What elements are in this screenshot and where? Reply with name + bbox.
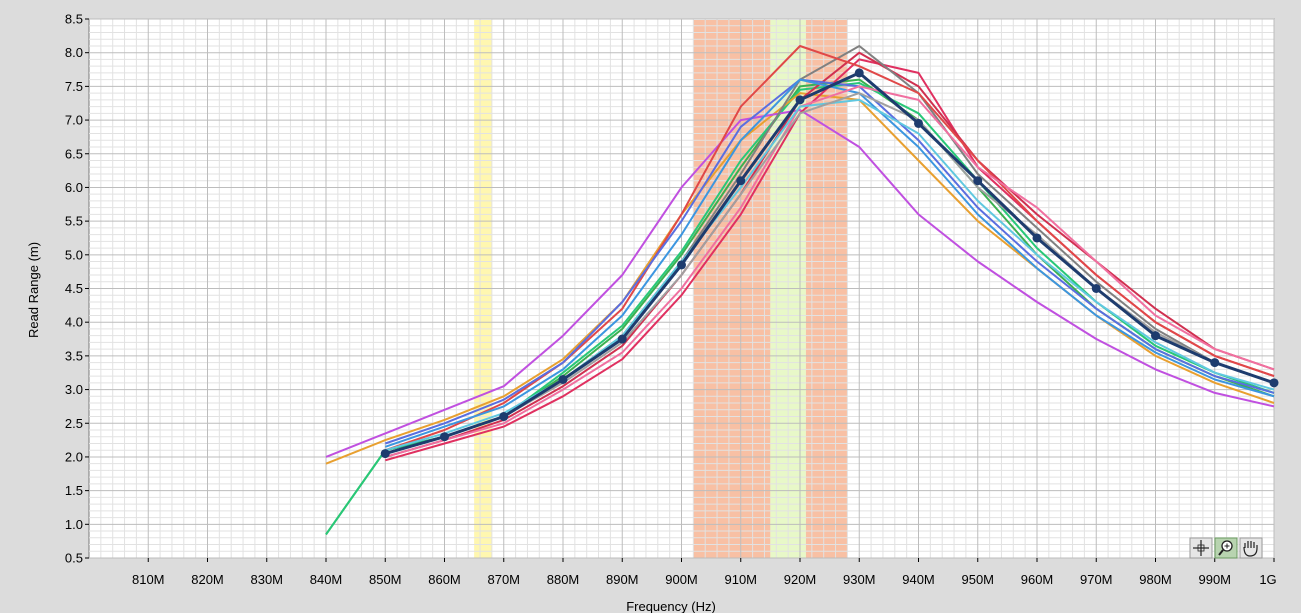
y-tick-label: 0.5 — [65, 551, 83, 566]
series-line-8 — [384, 78, 1275, 445]
x-tick-label: 910M — [724, 572, 757, 587]
y-tick-label: 1.0 — [65, 517, 83, 532]
major-grid — [89, 18, 1275, 559]
x-tick-label: 1G — [1259, 572, 1276, 587]
series-line-7 — [384, 45, 1275, 452]
x-tick-label: 810M — [132, 572, 165, 587]
data-point — [1091, 284, 1101, 293]
series-line-3 — [325, 109, 1275, 458]
data-point — [499, 412, 509, 422]
x-tick-label: 950M — [961, 572, 994, 587]
data-point — [1210, 358, 1220, 368]
y-axis-title: Read Range (m) — [26, 242, 41, 338]
x-tick-label: 850M — [369, 572, 402, 587]
data-point — [1269, 378, 1279, 388]
data-point — [854, 68, 864, 78]
y-tick-label: 8.5 — [65, 12, 83, 27]
x-tick-label: 970M — [1080, 572, 1113, 587]
y-tick-label: 4.5 — [65, 281, 83, 296]
x-tick-label: 930M — [843, 572, 876, 587]
data-point — [1151, 331, 1160, 341]
y-tick-label: 1.5 — [65, 483, 83, 498]
data-point — [795, 95, 805, 105]
x-tick-label: 880M — [547, 572, 580, 587]
x-tick-label: 830M — [250, 572, 283, 587]
y-tick-label: 4.0 — [65, 315, 83, 330]
hand-pan-icon[interactable] — [1239, 537, 1263, 559]
x-tick-label: 960M — [1021, 572, 1054, 587]
data-point — [1032, 233, 1042, 243]
series-line-5 — [385, 51, 1275, 458]
x-tick-label: 870M — [487, 572, 520, 587]
x-tick-label: 990M — [1198, 572, 1231, 587]
data-point — [914, 118, 923, 128]
y-tick-label: 3.0 — [65, 382, 83, 397]
x-axis-title: Frequency (Hz) — [626, 599, 716, 613]
y-tick-label: 5.0 — [65, 247, 83, 262]
series-line-13 — [384, 71, 1275, 456]
y-tick-label: 8.0 — [65, 45, 83, 60]
data-point — [558, 374, 568, 384]
y-tick-label: 7.5 — [65, 79, 83, 94]
data-point — [736, 176, 746, 186]
y-tick-label: 2.0 — [65, 449, 83, 464]
graph-toolbar — [1189, 537, 1263, 559]
series-group — [325, 45, 1279, 535]
data-point — [380, 449, 390, 459]
x-tick-label: 920M — [784, 572, 817, 587]
crosshair-icon[interactable] — [1189, 537, 1213, 559]
data-point — [440, 432, 449, 442]
y-axis-ticks: 0.5 1.0 1.5 2.0 2.5 3.0 3.5 4.0 4.5 5.0 5.5 6.0 6.5 7… — [65, 12, 89, 566]
series-line-10 — [385, 85, 1275, 458]
x-tick-label: 980M — [1139, 572, 1172, 587]
x-tick-label: 900M — [665, 572, 698, 587]
y-tick-label: 6.5 — [65, 146, 83, 161]
y-tick-label: 3.5 — [65, 348, 83, 363]
y-tick-label: 5.5 — [65, 214, 83, 229]
x-tick-label: 860M — [428, 572, 461, 587]
y-tick-label: 6.0 — [65, 180, 83, 195]
data-point — [973, 176, 983, 186]
data-point — [617, 334, 627, 344]
y-tick-label: 7.0 — [65, 113, 83, 128]
zoom-icon[interactable] — [1214, 537, 1238, 559]
x-axis-ticks: 810M 820M 830M 840M 850M 860M 870M 880M 890M 900M… — [132, 558, 1277, 587]
x-tick-label: 940M — [902, 572, 935, 587]
x-tick-label: 890M — [606, 572, 639, 587]
data-point — [677, 260, 686, 270]
x-tick-label: 840M — [310, 572, 343, 587]
x-tick-label: 820M — [191, 572, 224, 587]
y-tick-label: 2.5 — [65, 416, 83, 431]
